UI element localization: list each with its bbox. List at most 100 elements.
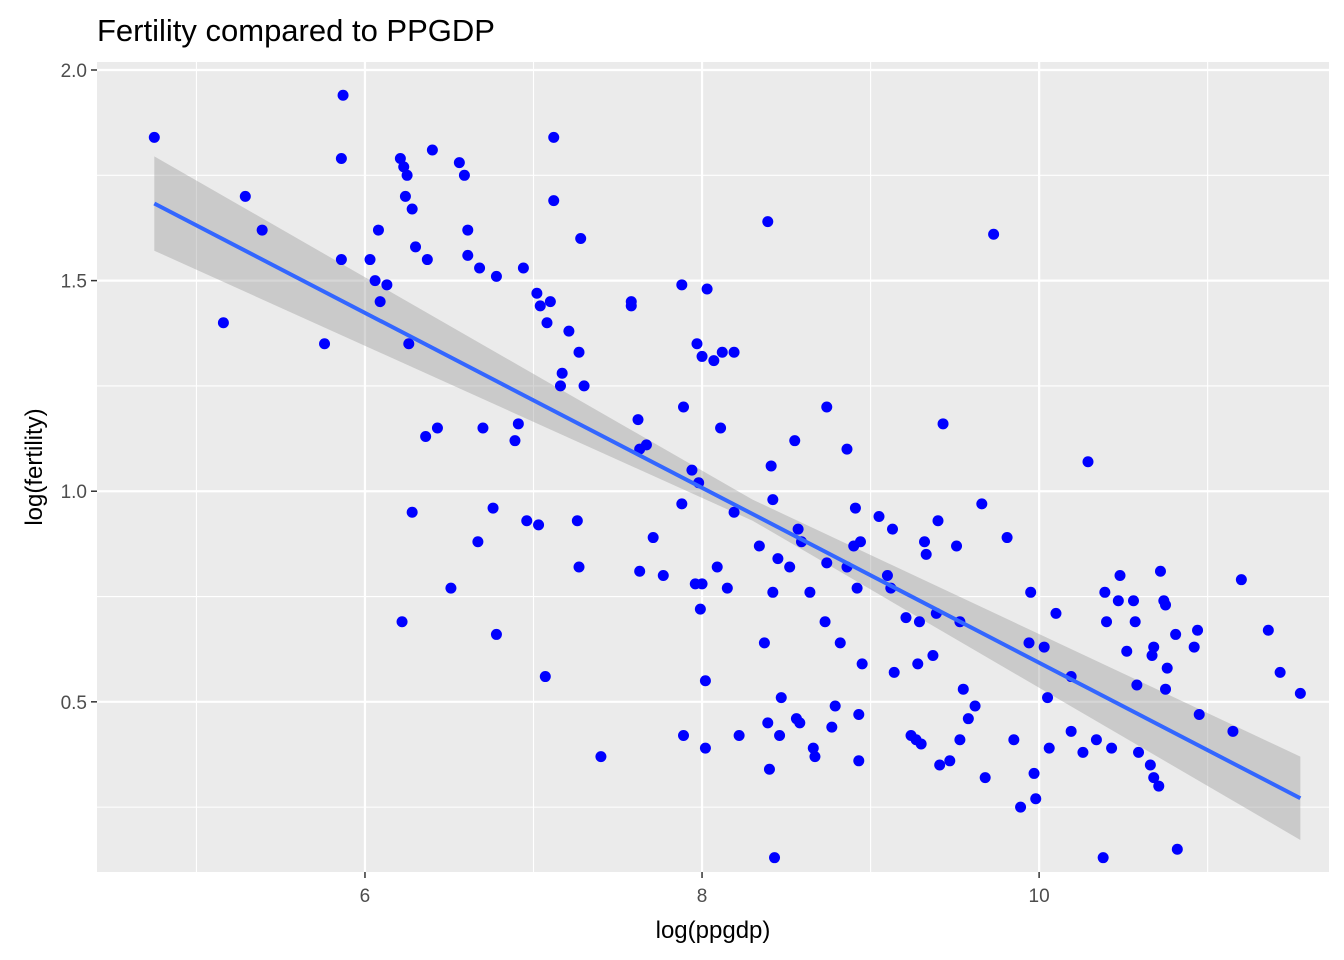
confidence-band-area — [154, 156, 1301, 840]
data-point — [1101, 616, 1113, 628]
data-point — [403, 338, 415, 350]
data-point — [458, 169, 470, 181]
data-point — [634, 565, 646, 577]
data-point — [1030, 793, 1042, 805]
data-point — [829, 700, 841, 712]
data-point — [578, 380, 590, 392]
data-point — [521, 515, 533, 527]
data-point — [1038, 641, 1050, 653]
data-point — [374, 296, 386, 308]
data-point — [696, 350, 708, 362]
data-point — [900, 612, 912, 624]
data-point — [1090, 734, 1102, 746]
data-point — [426, 144, 438, 156]
data-point — [472, 536, 484, 548]
data-point — [696, 578, 708, 590]
data-point — [767, 494, 779, 506]
data-point — [381, 279, 393, 291]
data-point — [1129, 616, 1141, 628]
data-point — [775, 692, 787, 704]
data-point — [541, 317, 553, 329]
data-point — [1028, 767, 1040, 779]
data-point — [728, 506, 740, 518]
data-point — [1097, 852, 1109, 864]
data-point — [1001, 532, 1013, 544]
data-point — [694, 603, 706, 615]
data-point — [932, 515, 944, 527]
data-point — [1025, 586, 1037, 598]
data-point — [699, 742, 711, 754]
data-point — [369, 275, 381, 287]
data-point — [563, 325, 575, 337]
data-point — [474, 262, 486, 274]
data-point — [1154, 565, 1166, 577]
data-point — [762, 717, 774, 729]
data-point — [595, 751, 607, 763]
fit-line-group — [153, 201, 1302, 801]
data-points — [148, 89, 1306, 864]
data-point — [1161, 662, 1173, 674]
data-point — [398, 161, 410, 173]
data-point — [728, 346, 740, 358]
data-point — [691, 338, 703, 350]
data-point — [767, 586, 779, 598]
data-point — [881, 569, 893, 581]
data-point — [1262, 624, 1274, 636]
data-point — [217, 317, 229, 329]
x-tick-label: 8 — [697, 886, 708, 907]
data-point — [372, 224, 384, 236]
data-point — [544, 296, 556, 308]
data-point — [256, 224, 268, 236]
data-point — [657, 569, 669, 581]
data-point — [1008, 734, 1020, 746]
data-point — [919, 536, 931, 548]
data-point — [733, 730, 745, 742]
data-point — [640, 439, 652, 451]
data-point — [1023, 637, 1035, 649]
data-point — [431, 422, 443, 434]
data-point — [969, 700, 981, 712]
data-point — [716, 346, 728, 358]
data-point — [337, 89, 349, 101]
data-point — [809, 751, 821, 763]
data-point — [784, 561, 796, 573]
confidence-band — [154, 156, 1301, 840]
y-tick-label: 2.0 — [61, 61, 87, 82]
y-tick-label: 1.0 — [61, 482, 87, 503]
data-point — [421, 254, 433, 266]
data-point — [873, 510, 885, 522]
data-point — [399, 190, 411, 202]
data-point — [934, 759, 946, 771]
data-point — [406, 506, 418, 518]
data-point — [708, 355, 720, 367]
data-point — [937, 418, 949, 430]
data-point — [573, 561, 585, 573]
data-point — [490, 270, 502, 282]
data-point — [1077, 746, 1089, 758]
data-point — [575, 232, 587, 244]
data-point — [632, 414, 644, 426]
data-point — [769, 852, 781, 864]
data-point — [1042, 692, 1054, 704]
data-point — [1082, 456, 1094, 468]
data-point — [763, 763, 775, 775]
y-axis-title: log(fertility) — [21, 408, 48, 525]
data-point — [364, 254, 376, 266]
data-point — [912, 658, 924, 670]
x-axis-title: log(ppgdp) — [656, 917, 771, 944]
data-point — [1144, 759, 1156, 771]
data-point — [957, 683, 969, 695]
data-point — [1099, 586, 1111, 598]
data-point — [834, 637, 846, 649]
data-point — [517, 262, 529, 274]
data-point — [625, 300, 637, 312]
data-point — [1050, 607, 1062, 619]
data-point — [1153, 780, 1165, 792]
data-point — [148, 131, 160, 143]
data-point — [678, 401, 690, 413]
data-point — [548, 131, 560, 143]
data-point — [1112, 595, 1124, 607]
data-point — [819, 616, 831, 628]
y-axis: 0.5 1.0 1.5 2.0 — [61, 61, 97, 714]
